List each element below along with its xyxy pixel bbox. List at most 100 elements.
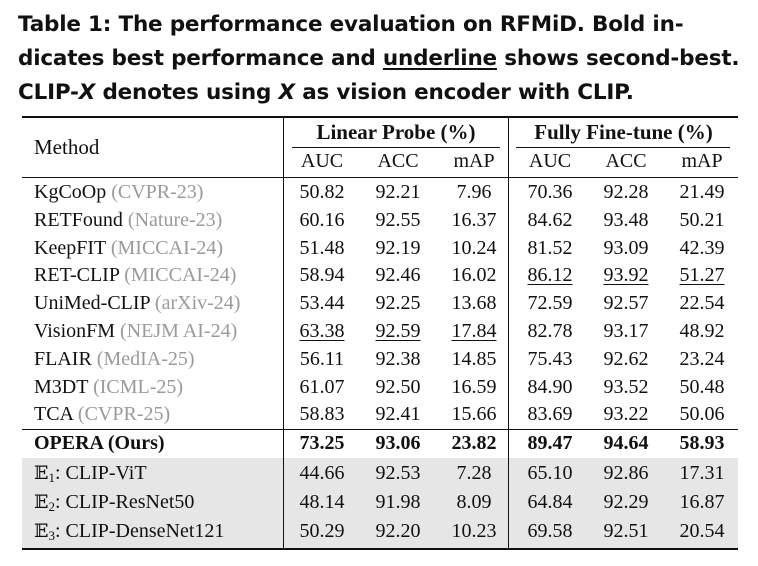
ablation-subscript: 1 <box>48 470 55 485</box>
table-row-method: FLAIR (MedIA-25) <box>34 345 195 373</box>
method-header: Method <box>34 135 100 159</box>
table-cell: 17.84 <box>451 320 497 342</box>
ablation-cell: 7.28 <box>456 462 492 484</box>
column-header-acc: ACC <box>377 150 419 172</box>
ablation-cell: 92.29 <box>603 491 649 513</box>
table-bottom-rule <box>22 548 738 550</box>
table-cell: 16.59 <box>451 376 497 398</box>
table-cell: 51.27 <box>679 264 725 286</box>
ablation-symbol: 𝔼 <box>34 462 49 484</box>
table-cell: 70.36 <box>527 181 573 203</box>
ours-cell: 94.64 <box>603 432 649 454</box>
ablation-cell: 8.09 <box>456 491 492 513</box>
table-top-rule <box>22 116 738 118</box>
table-cell: 72.59 <box>527 292 573 314</box>
table-cell: 92.46 <box>375 264 421 286</box>
method-venue: (MedIA-25) <box>96 348 195 370</box>
ours-cell: 93.06 <box>375 432 421 454</box>
table-cell: 92.38 <box>375 348 421 370</box>
ablation-cell: 10.23 <box>451 520 497 542</box>
table-cell: 14.85 <box>451 348 497 370</box>
ours-cell: 89.47 <box>527 432 573 454</box>
table-cell: 58.94 <box>299 264 345 286</box>
method-name: RETFound <box>34 209 123 231</box>
ours-cell: 58.93 <box>679 432 725 454</box>
table-cell: 92.62 <box>603 348 649 370</box>
table-cell: 92.55 <box>375 209 421 231</box>
table-row-method: VisionFM (NEJM AI-24) <box>34 317 237 345</box>
linear-probe-underline <box>292 147 500 148</box>
ours-cell: 23.82 <box>451 432 497 454</box>
table-cell: 82.78 <box>527 320 573 342</box>
table-cell: 92.50 <box>375 376 421 398</box>
table-cell: 51.48 <box>299 237 345 259</box>
table-cell: 84.90 <box>527 376 573 398</box>
table-cell: 48.92 <box>679 320 725 342</box>
table-cell: 21.49 <box>679 181 725 203</box>
column-header-acc: ACC <box>605 150 647 172</box>
table-row-method: RET-CLIP (MICCAI-24) <box>34 261 236 289</box>
table-cell: 23.24 <box>679 348 725 370</box>
ablation-cell: 64.84 <box>527 491 573 513</box>
method-name: TCA <box>34 403 73 425</box>
linear-probe-header: Linear Probe (%) <box>316 120 476 144</box>
ablation-symbol: 𝔼 <box>34 520 49 542</box>
table-cell: 63.38 <box>299 320 345 342</box>
table-header-rule <box>22 177 738 178</box>
table-cell: 16.02 <box>451 264 497 286</box>
table-cell: 93.92 <box>603 264 649 286</box>
ablation-symbol: 𝔼 <box>34 491 49 513</box>
table-row-method: RETFound (Nature-23) <box>34 206 222 234</box>
fully-finetune-underline <box>516 147 730 148</box>
ablation-cell: 48.14 <box>299 491 345 513</box>
table-cell: 53.44 <box>299 292 345 314</box>
ablation-name: : CLIP-ViT <box>54 462 147 484</box>
table-cell: 92.41 <box>375 403 421 425</box>
method-name: M3DT <box>34 376 89 398</box>
fully-finetune-header: Fully Fine-tune (%) <box>534 120 713 144</box>
table-cell: 13.68 <box>451 292 497 314</box>
table-cell: 81.52 <box>527 237 573 259</box>
method-venue: (Nature-23) <box>127 209 223 231</box>
table-cell: 10.24 <box>451 237 497 259</box>
method-venue: (MICCAI-24) <box>110 237 224 259</box>
table-cell: 93.22 <box>603 403 649 425</box>
method-venue: (MICCAI-24) <box>124 264 237 286</box>
column-divider-2 <box>508 118 509 548</box>
method-venue: (arXiv-24) <box>154 292 241 314</box>
method-name: KeepFIT <box>34 237 106 259</box>
table-cell: 61.07 <box>299 376 345 398</box>
table-cell: 93.09 <box>603 237 649 259</box>
table-cell: 92.59 <box>375 320 421 342</box>
table-cell: 75.43 <box>527 348 573 370</box>
column-header-auc: AUC <box>300 150 344 172</box>
ablation-subscript: 2 <box>48 499 55 514</box>
caption-underline-word: underline <box>382 46 497 71</box>
table-caption: Table 1: The performance evaluation on R… <box>18 8 746 110</box>
method-name: VisionFM <box>34 320 116 342</box>
table-cell: 50.82 <box>299 181 345 203</box>
table-cell: 56.11 <box>299 348 345 370</box>
ours-method-name: OPERA (Ours) <box>34 432 165 454</box>
column-divider-1 <box>283 118 284 548</box>
table-row-method: M3DT (ICML-25) <box>34 373 183 401</box>
method-venue: (CVPR-25) <box>77 403 171 425</box>
table-cell: 50.06 <box>679 403 725 425</box>
table-cell: 92.19 <box>375 237 421 259</box>
table-cell: 22.54 <box>679 292 725 314</box>
ablation-method: 𝔼3: CLIP-DenseNet121 <box>34 517 224 550</box>
table-cell: 60.16 <box>299 209 345 231</box>
ablation-method: 𝔼1: CLIP-ViT <box>34 459 147 492</box>
table-ours-top-rule <box>22 429 738 430</box>
table-cell: 86.12 <box>527 264 573 286</box>
column-header-map: mAP <box>453 150 495 172</box>
table-cell: 92.28 <box>603 181 649 203</box>
table-cell: 50.21 <box>679 209 725 231</box>
ablation-name: : CLIP-DenseNet121 <box>54 520 225 542</box>
ablation-shading <box>22 458 738 548</box>
table-row-method: KeepFIT (MICCAI-24) <box>34 234 223 262</box>
ablation-name: : CLIP-ResNet50 <box>54 491 195 513</box>
table-cell: 58.83 <box>299 403 345 425</box>
ablation-cell: 92.20 <box>375 520 421 542</box>
table-row-method: UniMed-CLIP (arXiv-24) <box>34 289 240 317</box>
